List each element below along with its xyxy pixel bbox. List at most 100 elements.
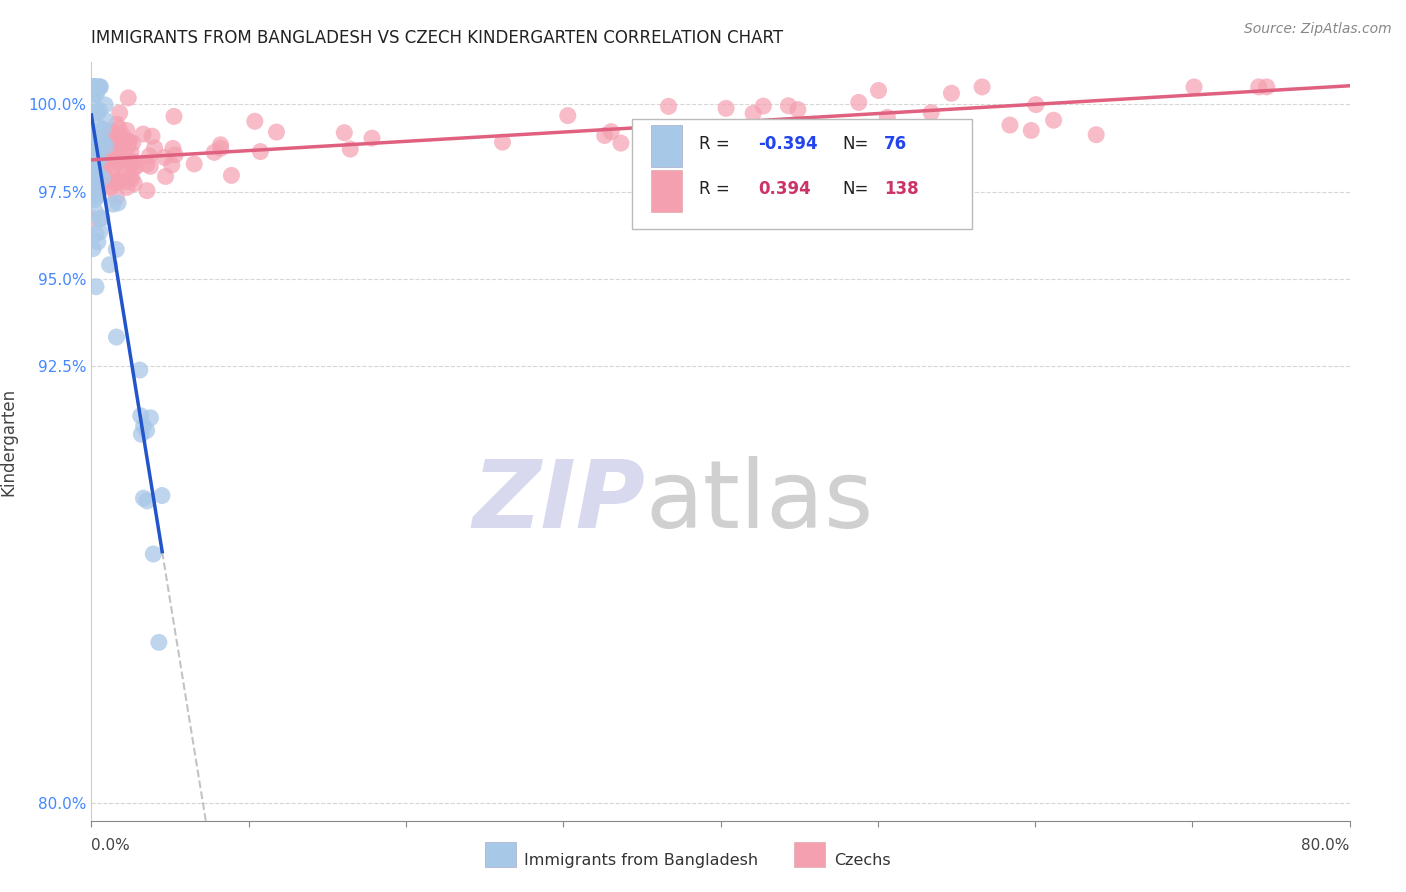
- Point: [86, 188, 108, 202]
- Point: [118, 135, 141, 149]
- Point: [83, 87, 105, 102]
- Point: [183, 157, 205, 171]
- Point: [115, 123, 138, 137]
- Point: [884, 121, 907, 136]
- Point: [209, 137, 232, 152]
- Point: [91, 171, 114, 186]
- Point: [89, 79, 111, 94]
- Point: [83, 153, 105, 168]
- Point: [84, 170, 107, 185]
- Text: 76: 76: [884, 136, 907, 153]
- Text: N=: N=: [842, 136, 869, 153]
- Point: [1019, 123, 1042, 137]
- Point: [787, 103, 810, 117]
- Y-axis label: Kindergarten: Kindergarten: [0, 387, 17, 496]
- Point: [89, 79, 111, 94]
- FancyBboxPatch shape: [633, 120, 973, 229]
- Point: [89, 103, 111, 118]
- Point: [93, 163, 115, 178]
- Point: [132, 127, 155, 141]
- Point: [115, 134, 138, 148]
- Point: [94, 113, 117, 128]
- Point: [93, 136, 115, 151]
- Point: [138, 149, 160, 163]
- Point: [105, 190, 128, 204]
- Point: [103, 176, 125, 190]
- Point: [82, 211, 104, 226]
- Point: [600, 125, 623, 139]
- Point: [82, 143, 104, 157]
- Point: [876, 111, 898, 125]
- Point: [117, 91, 139, 105]
- Text: 138: 138: [884, 180, 918, 198]
- Point: [86, 173, 108, 187]
- Point: [209, 141, 232, 155]
- Point: [96, 153, 118, 167]
- Text: Czechs: Czechs: [834, 854, 890, 868]
- Point: [778, 99, 800, 113]
- Point: [136, 494, 159, 508]
- Point: [82, 95, 104, 109]
- Point: [86, 141, 108, 155]
- Point: [82, 79, 104, 94]
- Point: [87, 120, 110, 134]
- Point: [91, 180, 114, 194]
- Point: [714, 101, 737, 115]
- Point: [83, 144, 105, 158]
- Point: [110, 143, 132, 157]
- Point: [90, 143, 112, 157]
- Point: [107, 156, 129, 170]
- Point: [1182, 79, 1205, 94]
- Point: [83, 178, 105, 192]
- Text: R =: R =: [699, 136, 735, 153]
- Point: [86, 87, 108, 102]
- Point: [118, 154, 141, 169]
- Point: [96, 142, 118, 156]
- Point: [143, 141, 166, 155]
- Point: [94, 149, 117, 163]
- Point: [117, 135, 139, 149]
- Point: [1256, 79, 1278, 94]
- Point: [86, 161, 108, 175]
- Point: [83, 153, 105, 167]
- Point: [84, 175, 107, 189]
- Point: [117, 139, 139, 153]
- Point: [86, 158, 108, 172]
- Point: [114, 175, 136, 189]
- Text: Immigrants from Bangladesh: Immigrants from Bangladesh: [524, 854, 759, 868]
- Point: [84, 79, 107, 94]
- Point: [89, 225, 111, 239]
- Point: [82, 79, 104, 94]
- Point: [266, 125, 288, 139]
- Point: [98, 140, 121, 154]
- Point: [80, 163, 103, 178]
- Point: [82, 191, 104, 205]
- Point: [243, 114, 266, 128]
- Point: [86, 153, 108, 168]
- Point: [80, 166, 103, 180]
- Point: [101, 125, 124, 139]
- Point: [96, 151, 118, 165]
- Point: [136, 157, 159, 171]
- Point: [115, 143, 138, 157]
- Point: [141, 129, 163, 144]
- Point: [82, 242, 104, 256]
- Point: [86, 146, 108, 161]
- Point: [1025, 97, 1047, 112]
- Point: [557, 109, 579, 123]
- Point: [111, 128, 134, 143]
- Point: [111, 150, 134, 164]
- Point: [87, 162, 110, 177]
- Point: [221, 169, 243, 183]
- Point: [94, 152, 117, 166]
- Point: [84, 156, 107, 170]
- Point: [89, 149, 111, 163]
- Point: [105, 330, 128, 344]
- Point: [84, 177, 107, 191]
- Point: [94, 136, 117, 150]
- Point: [87, 168, 110, 182]
- Point: [108, 121, 131, 136]
- Point: [160, 158, 183, 172]
- Point: [89, 79, 111, 94]
- Point: [94, 139, 117, 153]
